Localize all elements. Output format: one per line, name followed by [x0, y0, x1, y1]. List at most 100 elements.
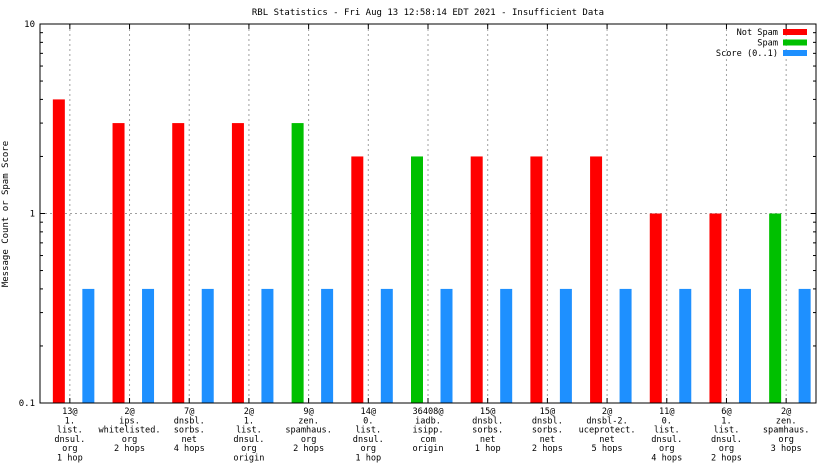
x-category-label: 2@ dnsbl-2. uceprotect. net 5 hops: [579, 407, 636, 454]
x-category-label-line: 2@: [602, 407, 612, 417]
x-category-label-line: 2@: [124, 407, 134, 417]
x-category-label: 13@ 1. list. dnsul. org 1 hop: [54, 407, 85, 464]
x-category-label-line: org: [719, 444, 735, 454]
x-category-label: 15@ dnsbl. sorbs. net 2 hops: [532, 407, 563, 454]
x-category-label-line: org: [122, 435, 138, 445]
x-category-label-line: dnsbl-2.: [586, 416, 627, 426]
x-category-label-line: dnsul.: [353, 435, 384, 445]
bar-not-spam: [590, 156, 603, 403]
x-category-label-line: 7@: [184, 407, 194, 417]
bar-not-spam: [649, 213, 662, 403]
bar-not-spam: [52, 99, 65, 403]
x-category-label: 2@ 1. list. dnsul. org origin: [233, 407, 264, 464]
x-category-label-line: 5 hops: [592, 444, 623, 454]
x-category-label-line: dnsul.: [651, 435, 682, 445]
bar-score-0-1: [380, 288, 393, 403]
x-category-label-line: org: [301, 435, 317, 445]
x-category-label-line: 2 hops: [532, 444, 563, 454]
x-category-label-line: uceprotect.: [579, 426, 636, 436]
bar-score-0-1: [738, 288, 751, 403]
bar-score-0-1: [679, 288, 692, 403]
bar-score-0-1: [142, 288, 155, 403]
bar-score-0-1: [321, 288, 334, 403]
x-category-label-line: 1.: [244, 416, 254, 426]
y-tick-label: 0.1: [19, 399, 35, 409]
bar-score-0-1: [559, 288, 572, 403]
legend-swatch: [783, 50, 807, 56]
x-category-label-line: 15@: [540, 407, 556, 417]
x-category-label: 2@ zen. spamhaus. org 3 hops: [763, 407, 810, 454]
x-category-label-line: 2@: [781, 407, 791, 417]
x-category-label-line: ips.: [119, 416, 140, 426]
grid-layer: [40, 24, 816, 403]
x-category-label-line: dnsbl.: [532, 416, 563, 426]
x-category-label-line: net: [599, 435, 615, 445]
x-category-label-line: origin: [233, 454, 264, 464]
y-axis-ticks: 0.1 1 10: [19, 20, 816, 409]
y-tick-label: 1: [30, 210, 35, 220]
x-category-label-line: list.: [714, 426, 740, 436]
legend-label: Spam: [757, 39, 778, 49]
x-category-label-line: 1.: [721, 416, 731, 426]
x-category-label-line: 1.: [65, 416, 75, 426]
bar-not-spam: [112, 123, 125, 404]
bar-score-0-1: [440, 288, 453, 403]
x-category-label-line: dnsul.: [54, 435, 85, 445]
x-category-label: 7@ dnsbl. sorbs. net 4 hops: [174, 407, 205, 454]
x-category-label-line: 1 hop: [355, 454, 381, 464]
x-category-label-line: 2@: [244, 407, 254, 417]
x-category-label-line: dnsbl.: [472, 416, 503, 426]
x-category-label-line: dnsul.: [711, 435, 742, 445]
x-category-label-line: 0.: [363, 416, 373, 426]
x-category-label-line: 14@: [361, 407, 377, 417]
x-category-label-line: org: [778, 435, 794, 445]
x-category-label-line: net: [540, 435, 556, 445]
x-category-label-line: 6@: [721, 407, 731, 417]
x-category-label: 6@ 1. list. dnsul. org 2 hops: [711, 407, 742, 464]
x-category-label-line: sorbs.: [472, 426, 503, 436]
x-category-label-line: 4 hops: [174, 444, 205, 454]
x-category-label-line: list.: [236, 426, 262, 436]
x-category-label-line: org: [361, 444, 377, 454]
bar-score-0-1: [798, 288, 811, 403]
x-category-label-line: 2 hops: [293, 444, 324, 454]
x-category-label-line: org: [241, 444, 257, 454]
bar-not-spam: [172, 123, 185, 404]
y-tick-label: 10: [24, 20, 35, 30]
x-category-label: 9@ zen. spamhaus. org 2 hops: [285, 407, 332, 454]
legend-swatch: [783, 29, 807, 35]
bar-not-spam: [231, 123, 244, 404]
x-category-label-line: whitelisted.: [98, 426, 160, 436]
x-category-label-line: net: [181, 435, 197, 445]
x-category-label-line: 15@: [480, 407, 496, 417]
x-category-label-line: dnsbl.: [174, 416, 205, 426]
x-category-label-line: 1 hop: [475, 444, 501, 454]
y-axis-label: Message Count or Spam Score: [1, 141, 11, 287]
x-category-label-line: list.: [654, 426, 680, 436]
bar-spam: [769, 213, 782, 403]
x-category-label-line: 0.: [662, 416, 672, 426]
x-category-label-line: origin: [412, 444, 443, 454]
bars-layer: [52, 99, 811, 404]
legend-label: Not Spam: [737, 28, 778, 38]
bar-score-0-1: [261, 288, 274, 403]
bar-score-0-1: [619, 288, 632, 403]
x-category-label-line: zen.: [298, 416, 319, 426]
x-category-label-line: 9@: [303, 407, 313, 417]
chart-title: RBL Statistics - Fri Aug 13 12:58:14 EDT…: [252, 8, 604, 18]
x-category-label-line: isipp.: [412, 426, 443, 436]
bar-not-spam: [709, 213, 722, 403]
x-category-label: 11@ 0. list. dnsul. org 4 hops: [651, 407, 682, 464]
x-category-label: 14@ 0. list. dnsul. org 1 hop: [353, 407, 384, 464]
x-category-label: 36408@ iadb. isipp. com origin: [412, 407, 443, 454]
bar-not-spam: [530, 156, 543, 403]
x-category-label-line: list.: [57, 426, 83, 436]
x-category-label-line: org: [659, 444, 675, 454]
bar-score-0-1: [82, 288, 95, 403]
legend-swatch: [783, 39, 807, 46]
x-category-label-line: sorbs.: [174, 426, 205, 436]
x-category-label-line: spamhaus.: [285, 426, 332, 436]
